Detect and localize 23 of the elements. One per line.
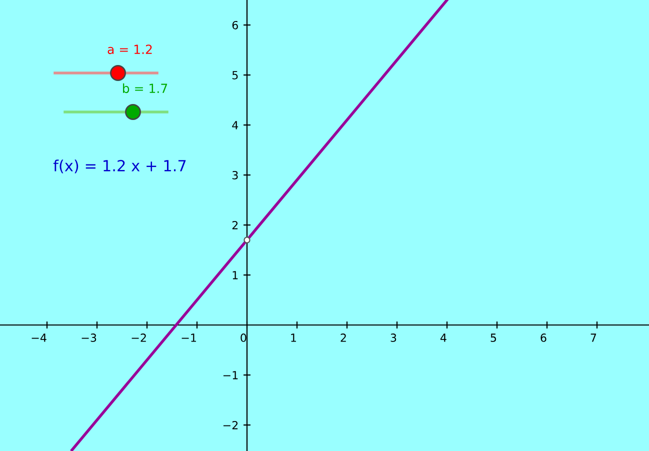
y-tick-label: 5 [232,71,238,80]
y-tick-label: −1 [223,371,238,380]
y-tick-label: 2 [232,220,238,230]
x-tick-label: 0 [240,334,246,342]
x-tick-label: 5 [490,334,496,342]
annotation: f(x) = 1.2 x + 1.7 [53,160,186,174]
x-tick-label: 7 [590,334,596,342]
x-tick-label: 3 [390,334,396,342]
x-tick-label: −2 [132,334,146,342]
annotation: a = 1.2 [108,44,152,54]
x-tick-label: 6 [540,334,546,342]
x-tick-label: −3 [82,334,96,342]
x-tick-label: −1 [182,334,196,342]
y-tick-label: 6 [232,20,238,30]
annotation: b = 1.7 [123,83,168,94]
y-tick-label: 3 [232,170,238,180]
y-tick-label: −2 [223,420,238,430]
x-tick-label: 2 [340,334,346,342]
x-tick-label: −4 [32,334,46,342]
y-tick-label: 4 [232,121,238,130]
y-tick-label: 1 [232,271,238,280]
x-tick-label: 1 [291,334,296,342]
x-tick-label: 4 [440,334,446,342]
